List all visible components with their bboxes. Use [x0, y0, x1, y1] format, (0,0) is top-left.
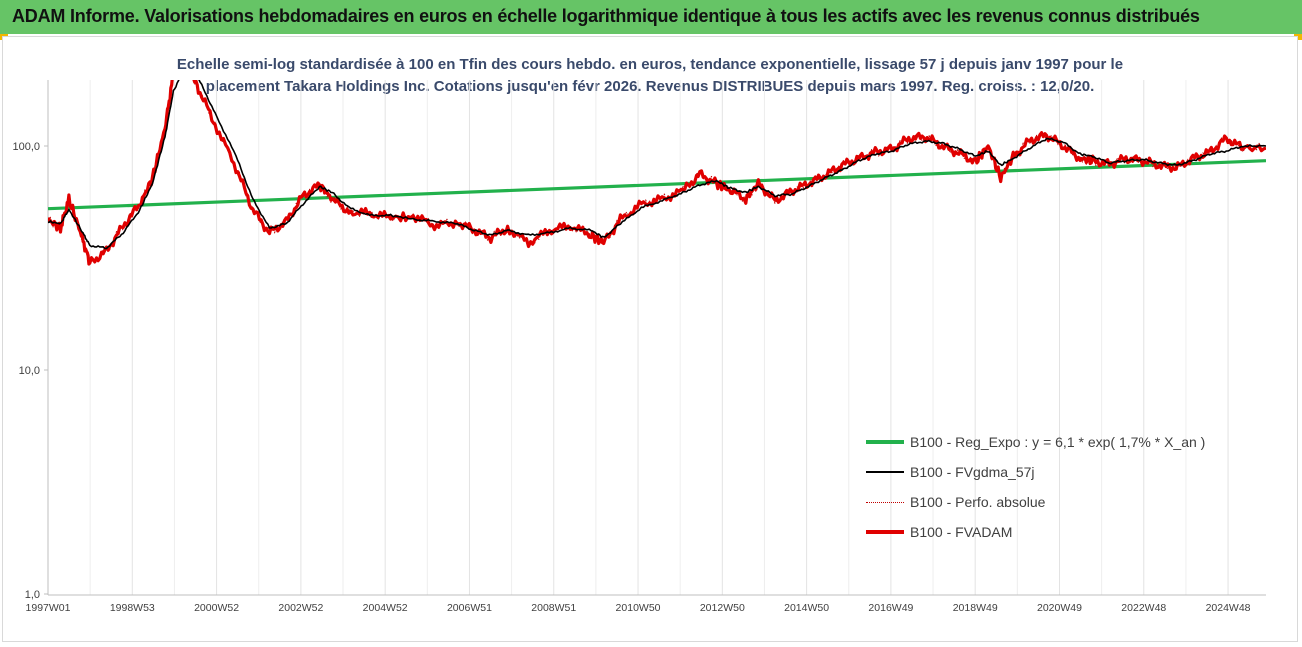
- y-tick-label: 100,0: [12, 141, 40, 153]
- gridlines: [89, 80, 1229, 595]
- y-tick-label: 1,0: [25, 589, 40, 601]
- x-tick-label: 2002W52: [278, 602, 323, 614]
- legend-label-absolute: B100 - Perfo. absolue: [910, 494, 1046, 510]
- report-title: ADAM Informe. Valorisations hebdomadaire…: [12, 6, 1200, 26]
- chart-title-line-1: Echelle semi-log standardisée à 100 en T…: [176, 56, 1124, 73]
- x-tick-label: 2022W48: [1121, 602, 1166, 614]
- x-tick-labels: 1997W01 1998W53 2000W52 2002W52 2004W52 2006W…: [26, 602, 1251, 614]
- legend-swatch-absolute: [866, 501, 904, 503]
- legend-item-fvadam: B100 - FVADAM: [866, 517, 1205, 547]
- chart-title-line-2: placement Takara Holdings Inc. Cotations…: [205, 78, 1095, 95]
- series-fvadam-line: [48, 80, 1266, 266]
- x-tick-label: 1997W01: [26, 602, 71, 614]
- legend-item-absolute: B100 - Perfo. absolue: [866, 487, 1205, 517]
- x-tick-label: 1998W53: [110, 602, 155, 614]
- x-tick-label: 2010W50: [616, 602, 661, 614]
- legend-swatch-fvadam: [866, 530, 904, 534]
- report-title-banner: ADAM Informe. Valorisations hebdomadaire…: [0, 0, 1302, 34]
- y-tick-labels: 100,0 10,0 1,0: [12, 141, 48, 601]
- legend-item-smoothed: B100 - FVgdma_57j: [866, 457, 1205, 487]
- legend-label-fvadam: B100 - FVADAM: [910, 524, 1013, 540]
- series-smoothed-line: [48, 80, 1266, 250]
- chart-frame: [2, 36, 1298, 642]
- legend-item-regression: B100 - Reg_Expo : y = 6,1 * exp( 1,7% * …: [866, 427, 1205, 457]
- x-tick-label: 2004W52: [363, 602, 408, 614]
- x-tick-label: 2016W49: [868, 602, 913, 614]
- series-lines: [48, 80, 1266, 266]
- corner-marker-right: [1294, 34, 1302, 40]
- legend-swatch-smoothed: [866, 471, 904, 473]
- x-tick-label: 2006W51: [447, 602, 492, 614]
- series-absolute-line: [48, 80, 1266, 265]
- series-regression-line: [48, 159, 1266, 211]
- legend-label-smoothed: B100 - FVgdma_57j: [910, 464, 1035, 480]
- legend-swatch-regression: [866, 440, 904, 444]
- x-tick-label: 2024W48: [1206, 602, 1251, 614]
- x-tick-label: 2008W51: [531, 602, 576, 614]
- x-tick-label: 2020W49: [1037, 602, 1082, 614]
- x-tick-label: 2012W50: [700, 602, 745, 614]
- x-tick-label: 2000W52: [194, 602, 239, 614]
- x-tick-label: 2014W50: [784, 602, 829, 614]
- chart-title: Echelle semi-log standardisée à 100 en T…: [150, 54, 1150, 98]
- x-tick-label: 2018W49: [953, 602, 998, 614]
- chart-legend: B100 - Reg_Expo : y = 6,1 * exp( 1,7% * …: [866, 427, 1205, 547]
- legend-label-regression: B100 - Reg_Expo : y = 6,1 * exp( 1,7% * …: [910, 434, 1206, 450]
- y-tick-label: 10,0: [19, 365, 40, 377]
